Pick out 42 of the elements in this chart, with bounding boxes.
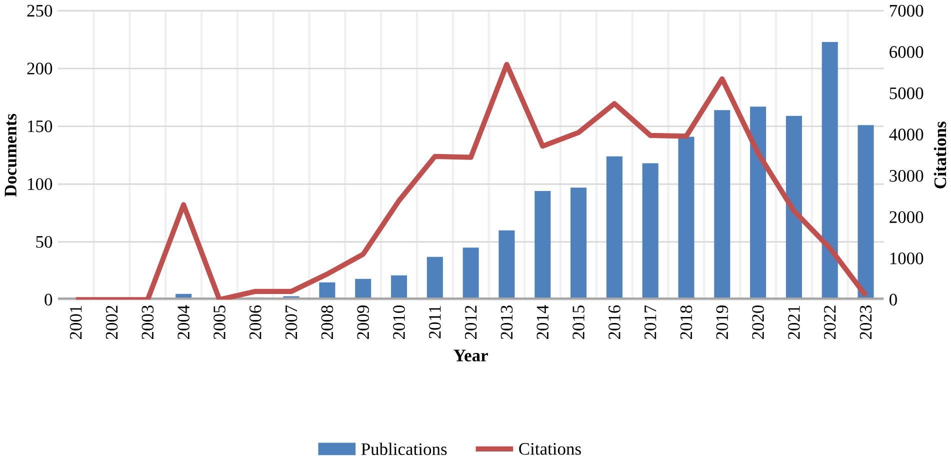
x-tick-label: 2019 [716,306,728,340]
y2-tick-label: 6000 [890,46,924,58]
x-tick-label: 2021 [788,306,800,340]
x-tick-label: 2015 [572,305,584,340]
y-tick-label: 50 [36,236,52,248]
x-tick-label: 2002 [106,306,118,340]
y-tick-label: 200 [27,62,52,74]
legend-label: Citations [519,443,581,455]
y2-tick-label: 1000 [890,252,924,264]
x-tick-label: 2008 [321,305,334,340]
x-tick-label: 2022 [824,306,836,340]
x-tick-label: 2018 [680,305,692,340]
y2-tick-label: 0 [890,294,897,306]
x-tick-label: 2017 [644,305,656,340]
y-tick-label: 0 [44,294,52,306]
x-tick-label: 2012 [464,306,477,340]
y2-tick-label: 3000 [890,170,924,182]
legend-label: Publications [361,442,447,456]
y2-tick-label: 5000 [890,87,924,100]
x-tick-label: 2014 [536,305,549,340]
x-tick-label: 2023 [860,305,872,340]
x-tick-label: 2004 [178,305,190,340]
y-tick-label: 100 [28,178,52,190]
x-axis-title: Year [454,350,488,362]
x-tick-label: 2001 [70,306,82,340]
y2-tick-label: 2000 [890,211,924,224]
y2-tick-label: 7000 [890,4,924,17]
x-tick-label: 2010 [393,305,405,340]
x-tick-label: 2020 [752,305,764,340]
y-tick-label: 150 [28,120,52,132]
x-tick-label: 2009 [357,306,369,340]
x-tick-label: 2003 [142,305,154,340]
y-axis-title: Documents [4,114,17,197]
y2-tick-label: 4000 [889,128,924,140]
x-tick-label: 2005 [214,305,226,340]
x-tick-label: 2013 [500,305,513,340]
y-tick-label: 250 [27,4,52,17]
x-tick-label: 2007 [285,305,298,340]
x-tick-label: 2016 [608,305,620,340]
x-tick-label: 2006 [249,305,262,340]
x-tick-label: 2011 [429,306,441,338]
y2-axis-title: Citations [934,122,946,188]
